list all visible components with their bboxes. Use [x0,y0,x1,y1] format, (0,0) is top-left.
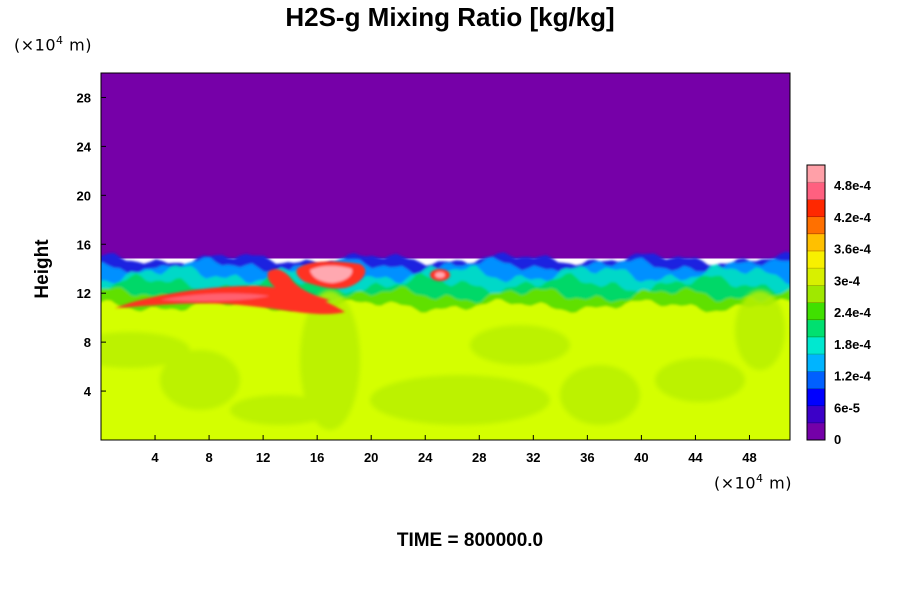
cell-red-1 [267,269,330,303]
cell-pink-3 [435,272,445,278]
colorbar-segment [807,199,825,218]
colorbar-segment [807,268,825,286]
lower-patch [735,290,785,370]
colorbar-tick-label: 3e-4 [834,273,861,288]
x-tick-label: 4 [151,450,159,465]
colorbar-tick-label: 0 [834,432,841,447]
lower-patch [370,375,550,425]
colorbar-segment [807,182,825,200]
colorbar-segment [807,319,825,338]
y-tick-label: 20 [77,188,91,203]
y-axis-unit: (×104 m) [14,34,92,55]
x-tick-label: 16 [310,450,324,465]
x-tick-label: 8 [205,450,212,465]
x-tick-label: 48 [742,450,756,465]
lower-patch [160,350,240,410]
colorbar-segment [807,233,825,252]
heatmap-field [101,73,790,440]
y-axis-ticks: 4 8 12 16 20 24 28 [77,90,106,399]
cell-pink-2 [310,265,353,283]
colorbar-tick-label: 1.8e-4 [834,337,872,352]
y-tick-label: 8 [84,335,91,350]
y-tick-label: 28 [77,90,91,105]
colorbar-segment [807,405,825,424]
lower-patch [655,358,745,402]
y-tick-label: 16 [77,237,91,252]
x-tick-label: 44 [688,450,703,465]
colorbar: 0 6e-5 1.2e-4 1.8e-4 2.4e-4 3e-4 3.6e-4 4.2e-4 4… [806,164,872,447]
lower-patch [230,395,330,425]
lower-patches [101,290,785,430]
colorbar-segment [807,371,825,389]
y-tick-label: 24 [77,139,92,154]
lower-patch [470,325,570,365]
lower-patch [101,332,190,368]
lower-patch [560,365,640,425]
plume-pink [160,293,270,302]
colorbar-tick-label: 4.2e-4 [834,210,872,225]
colorbar-tick-label: 3.6e-4 [834,242,872,257]
upper-layer-region [101,73,790,259]
plot-frame [100,72,791,441]
y-tick-label: 12 [77,286,91,301]
colorbar-segment [807,250,825,269]
x-tick-label: 40 [634,450,648,465]
colorbar-segment [807,354,825,372]
colorbar-frame [806,164,826,441]
colorbar-tick-label: 1.2e-4 [834,369,872,384]
time-label: TIME = 800000.0 [396,530,544,551]
x-axis-unit: (×104 m) [714,472,792,493]
y-tick-label: 4 [84,384,92,399]
x-tick-label: 20 [364,450,378,465]
colorbar-segment [807,422,825,441]
x-tick-label: 12 [256,450,270,465]
x-tick-label: 36 [580,450,594,465]
colorbar-tick-label: 6e-5 [834,400,860,415]
lower-patch [300,290,360,430]
colorbar-segment [807,216,825,235]
colorbar-tick-label: 2.4e-4 [834,305,872,320]
x-axis-ticks: 4 8 12 16 20 24 28 32 36 40 44 48 [151,435,757,465]
colorbar-segment [807,388,825,407]
colorbar-tick-label: 4.8e-4 [834,178,872,193]
x-tick-label: 24 [418,450,433,465]
colorbar-segment [807,165,825,183]
colorbar-segment [807,336,825,355]
high-value-features [115,261,450,315]
x-tick-label: 28 [472,450,486,465]
colorbar-segment [807,302,825,321]
chart-title: H2S-g Mixing Ratio [kg/kg] [285,2,615,32]
colorbar-segment [807,285,825,303]
x-tick-label: 32 [526,450,540,465]
